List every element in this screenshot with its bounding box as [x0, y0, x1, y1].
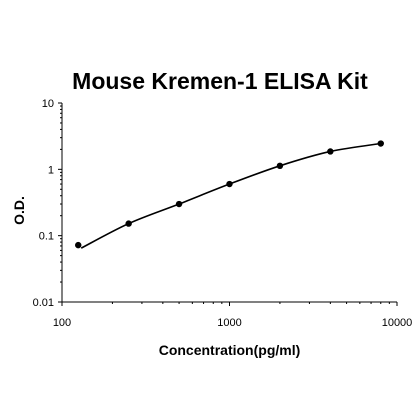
x-tick-label: 100: [53, 317, 71, 329]
data-point: [327, 148, 334, 155]
x-tick-label: 10000: [382, 317, 413, 329]
data-point: [75, 241, 82, 249]
y-tick-label: 0.01: [33, 297, 54, 309]
y-tick-label: 1: [48, 164, 54, 176]
axes: [61, 103, 397, 303]
data-point: [125, 220, 132, 227]
data-point: [226, 180, 233, 188]
data-point: [377, 140, 384, 147]
chart-title: Mouse Kremen-1 ELISA Kit: [72, 68, 368, 94]
y-axis-label: O.D.: [11, 196, 27, 225]
x-tick-label: 1000: [217, 317, 241, 329]
data-points: [75, 140, 384, 249]
x-axis-label: Concentration(pg/ml): [159, 342, 301, 358]
y-tick-label: 10: [42, 98, 54, 110]
data-point: [175, 200, 183, 208]
y-tick-label: 0.1: [39, 231, 54, 243]
ticks: 0.01 0.1 1 10 100 1000 10000: [33, 98, 413, 329]
data-point: [276, 162, 284, 170]
fit-curve: [80, 142, 381, 249]
